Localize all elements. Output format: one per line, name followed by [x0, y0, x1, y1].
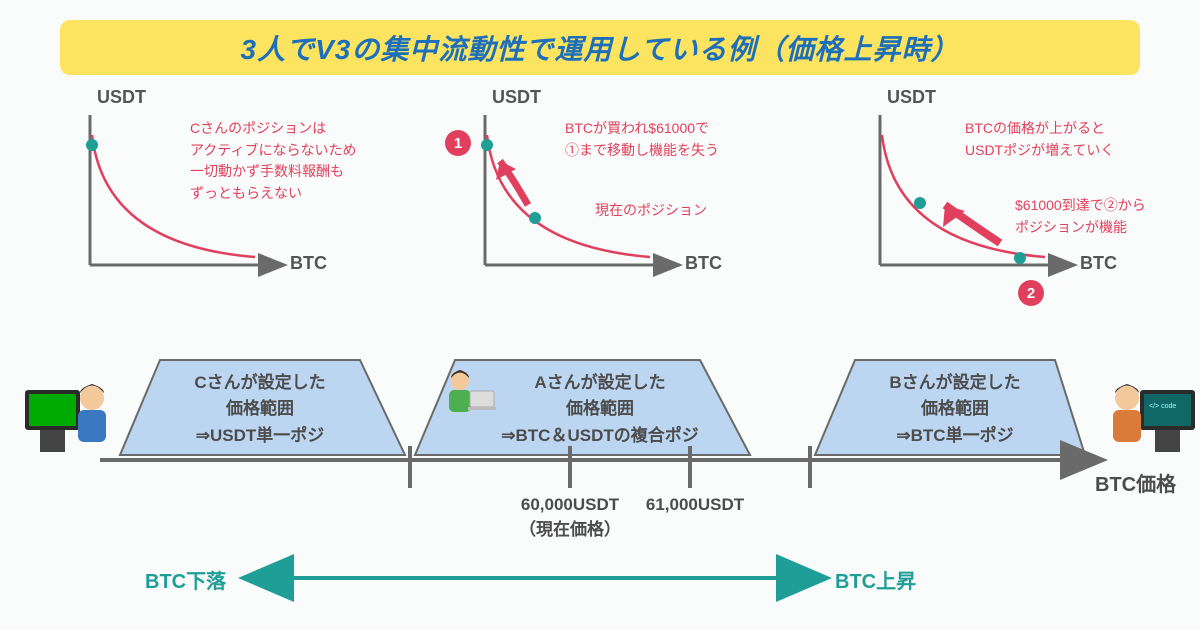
trap-b-label: Bさんが設定した 価格範囲 ⇒BTC単一ポジ — [870, 370, 1040, 449]
axis-btc-price: BTC価格 — [1095, 468, 1176, 497]
chart-c-note: Cさんのポジションは アクティブにならないため 一切動かず手数料報酬も ずっとも… — [190, 118, 356, 205]
chart-b-xlabel: BTC — [1080, 253, 1117, 274]
tick-61000: 61,000USDT — [640, 495, 750, 515]
badge-2: 2 — [1018, 280, 1044, 306]
chart-c-ylabel: USDT — [97, 87, 146, 108]
chart-a-ylabel: USDT — [492, 87, 541, 108]
tick-60000: 60,000USDT （現在価格） — [510, 495, 630, 540]
chart-a-note: BTCが買われ$61000で ①まで移動し機能を失う — [565, 118, 719, 161]
user-b-icon: </> code — [1105, 370, 1200, 465]
dir-down: BTC下落 — [145, 565, 226, 594]
trap-c-label: Cさんが設定した 価格範囲 ⇒USDT単一ポジ — [175, 370, 345, 449]
trap-a-label: Aさんが設定した 価格範囲 ⇒BTC＆USDTの複合ポジ — [480, 370, 720, 449]
dir-up: BTC上昇 — [835, 565, 916, 594]
title-text: 3人でV3の集中流動性で運用している例（価格上昇時） — [241, 28, 960, 68]
chart-b-ylabel: USDT — [887, 87, 936, 108]
user-c-icon — [20, 370, 115, 465]
chart-a-xlabel: BTC — [685, 253, 722, 274]
chart-a-note2: 現在のポジション — [595, 200, 707, 222]
svg-text:</> code: </> code — [1149, 403, 1176, 410]
badge-1: 1 — [445, 130, 471, 156]
chart-b-note: BTCの価格が上がると USDTポジが増えていく — [965, 118, 1114, 161]
chart-c-xlabel: BTC — [290, 253, 327, 274]
title-banner: 3人でV3の集中流動性で運用している例（価格上昇時） — [60, 20, 1140, 75]
user-a-icon — [440, 368, 498, 423]
chart-b-note2: $61000到達で②から ポジションが機能 — [1015, 195, 1146, 238]
